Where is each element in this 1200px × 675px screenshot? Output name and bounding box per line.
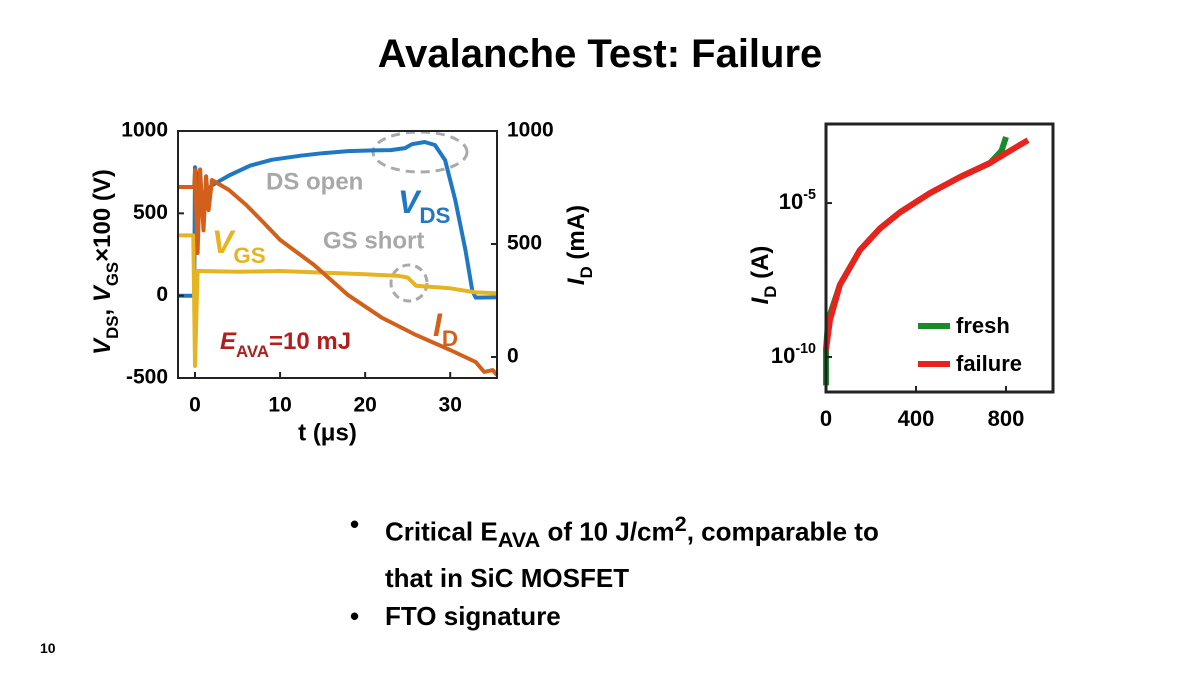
x-tick-label: 20: [353, 394, 376, 417]
text-part: GS: [103, 262, 122, 286]
text-part: ,: [89, 302, 116, 315]
text: FTO signature: [385, 600, 561, 631]
y2-tick-label: 500: [507, 232, 542, 255]
y-tick-label: 0: [156, 283, 168, 306]
y2-tick-label: 0: [507, 345, 519, 368]
series-label: VDS: [398, 184, 451, 228]
x-tick-label: 0: [820, 406, 832, 431]
annotation: DS open: [266, 168, 363, 195]
page-number: 10: [40, 640, 56, 656]
x-axis-label: t (μs): [298, 419, 357, 446]
y-axis-label: ID (A): [747, 246, 780, 305]
y-tick-label: 10-5: [779, 187, 816, 214]
plot-frame: [177, 130, 498, 379]
text-part: E: [220, 328, 237, 355]
y2-tick-label: 1000: [507, 119, 554, 142]
text-part: DS: [103, 316, 122, 339]
series-label: ID: [433, 307, 458, 351]
text-part: D: [761, 286, 780, 298]
x-tick-label: 800: [988, 406, 1025, 431]
legend-label: fresh: [956, 313, 1010, 338]
y-tick-label: 1000: [121, 119, 168, 142]
x-tick-label: 400: [898, 406, 935, 431]
text-part: D: [577, 266, 596, 278]
x-tick-label: 0: [189, 394, 201, 417]
y-axis-label: VDS, VGS×100 (V): [89, 169, 122, 355]
annotation: GS short: [323, 227, 424, 254]
annotation: EAVA=10 mJ: [220, 328, 351, 361]
callout: [389, 263, 429, 303]
y-tick-label: 500: [133, 201, 168, 224]
text: Critical E: [385, 516, 498, 547]
plot-frame: [824, 122, 1055, 394]
y2-axis-label: ID (mA): [563, 205, 596, 285]
x-tick-label: 30: [439, 394, 462, 417]
text: that in SiC MOSFET: [385, 562, 630, 593]
text: of 10 J/cm: [540, 516, 675, 547]
text-part: =10 mJ: [269, 328, 351, 355]
text-part: (mA): [563, 205, 590, 266]
x-tick-label: 10: [268, 394, 291, 417]
series-label: VGS: [212, 224, 266, 268]
text-part: (A): [747, 246, 774, 286]
text: 2: [674, 511, 687, 536]
text-part: V: [89, 284, 116, 302]
text-part: V: [89, 337, 116, 355]
series-line: [823, 137, 1030, 351]
series-line: [178, 167, 499, 377]
text: AVA: [497, 526, 541, 552]
text-part: I: [563, 277, 590, 285]
slide-title: Avalanche Test: Failure: [377, 32, 823, 76]
bullets: • Critical EAVA of 10 J/cm2, comparable …: [350, 505, 879, 635]
text-part: ×100 (V): [89, 169, 116, 262]
y-tick-label: 10-10: [771, 341, 816, 368]
legend-label: failure: [956, 351, 1022, 376]
text: , comparable to: [686, 516, 879, 547]
bullet: • Critical EAVA of 10 J/cm2, comparable …: [350, 509, 879, 593]
bullet: • FTO signature: [350, 597, 879, 635]
text-part: AVA: [236, 342, 269, 361]
y-tick-label: -500: [126, 366, 168, 389]
text-part: I: [747, 296, 774, 304]
